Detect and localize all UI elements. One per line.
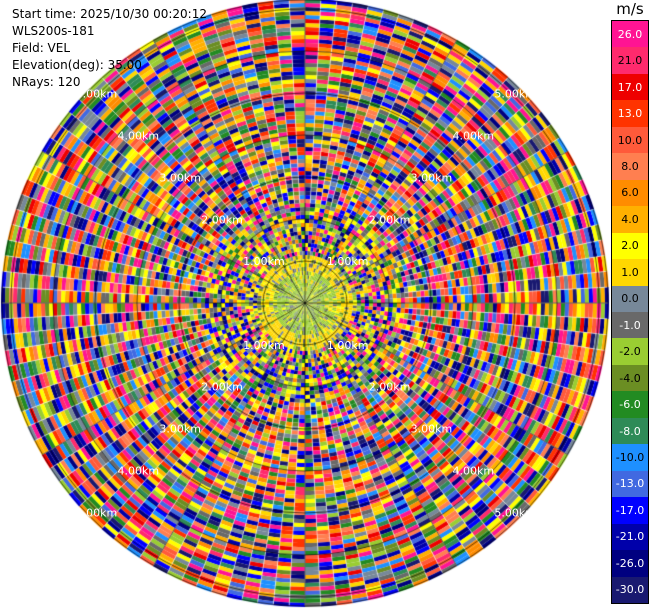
nrays-text: NRays: 120 bbox=[12, 75, 81, 89]
colorbar-swatch: -30.0 bbox=[612, 576, 648, 603]
range-ring-label: 2.00km bbox=[201, 213, 243, 226]
colorbar-swatch: 6.0 bbox=[612, 179, 648, 207]
field-text: Field: VEL bbox=[12, 41, 71, 55]
colorbar-swatch: 10.0 bbox=[612, 126, 648, 154]
range-ring-label: 1.00km bbox=[327, 255, 369, 268]
range-ring-label: 3.00km bbox=[159, 423, 201, 436]
range-ring-label: 1.00km bbox=[243, 339, 285, 352]
colorbar-swatch: -26.0 bbox=[612, 550, 648, 577]
colorbar-swatch: -1.0 bbox=[612, 312, 648, 339]
range-ring-label: 2.00km bbox=[369, 213, 411, 226]
colorbar: 26.0 21.0 17.0 13.0 10.0 8.0 6.0 4.0 2.0 1.0 0.0 -1… bbox=[611, 20, 649, 604]
range-ring-label: 1.00km bbox=[327, 339, 369, 352]
elevation-text: Elevation(deg): 35.00 bbox=[12, 58, 142, 72]
colorbar-swatch: 2.0 bbox=[612, 232, 648, 260]
colorbar-swatch: -10.0 bbox=[612, 444, 648, 471]
range-ring-label: 4.00km bbox=[452, 130, 494, 143]
instrument-text: WLS200s-181 bbox=[12, 24, 95, 38]
colorbar-swatch: 0.0 bbox=[612, 285, 648, 312]
colorbar-swatch: 1.0 bbox=[612, 259, 648, 286]
range-ring-label: 5.00km bbox=[494, 506, 536, 519]
range-ring-label: 2.00km bbox=[201, 381, 243, 394]
range-ring-label: 5.00km bbox=[76, 88, 118, 101]
range-ring-label: 3.00km bbox=[411, 423, 453, 436]
colorbar-swatch: -17.0 bbox=[612, 497, 648, 524]
colorbar-swatch: -6.0 bbox=[612, 391, 648, 418]
range-ring-label: 4.00km bbox=[118, 464, 160, 477]
scan-info: Start time: 2025/10/30 00:20:12 WLS200s-… bbox=[12, 6, 207, 91]
colorbar-swatch: 17.0 bbox=[612, 73, 648, 101]
colorbar-swatch: -13.0 bbox=[612, 470, 648, 498]
range-ring-label: 3.00km bbox=[411, 171, 453, 184]
range-ring-label: 5.00km bbox=[76, 506, 118, 519]
range-ring-label: 1.00km bbox=[243, 255, 285, 268]
range-ring-label: 4.00km bbox=[452, 464, 494, 477]
colorbar-swatch: 26.0 bbox=[612, 21, 648, 48]
colorbar-swatch: 13.0 bbox=[612, 100, 648, 127]
colorbar-swatch: 4.0 bbox=[612, 206, 648, 233]
range-ring-label: 3.00km bbox=[159, 171, 201, 184]
start-time-text: Start time: 2025/10/30 00:20:12 bbox=[12, 7, 207, 21]
colorbar-swatch: -8.0 bbox=[612, 417, 648, 445]
range-ring-label: 5.00km bbox=[494, 88, 536, 101]
range-ring-label: 4.00km bbox=[118, 130, 160, 143]
colorbar-swatch: 8.0 bbox=[612, 153, 648, 180]
colorbar-swatch: -2.0 bbox=[612, 338, 648, 365]
colorbar-swatch: 21.0 bbox=[612, 47, 648, 74]
range-ring-label: 2.00km bbox=[369, 381, 411, 394]
colorbar-swatch: -4.0 bbox=[612, 364, 648, 392]
colorbar-unit: m/s bbox=[616, 0, 644, 18]
colorbar-swatch: -21.0 bbox=[612, 523, 648, 551]
